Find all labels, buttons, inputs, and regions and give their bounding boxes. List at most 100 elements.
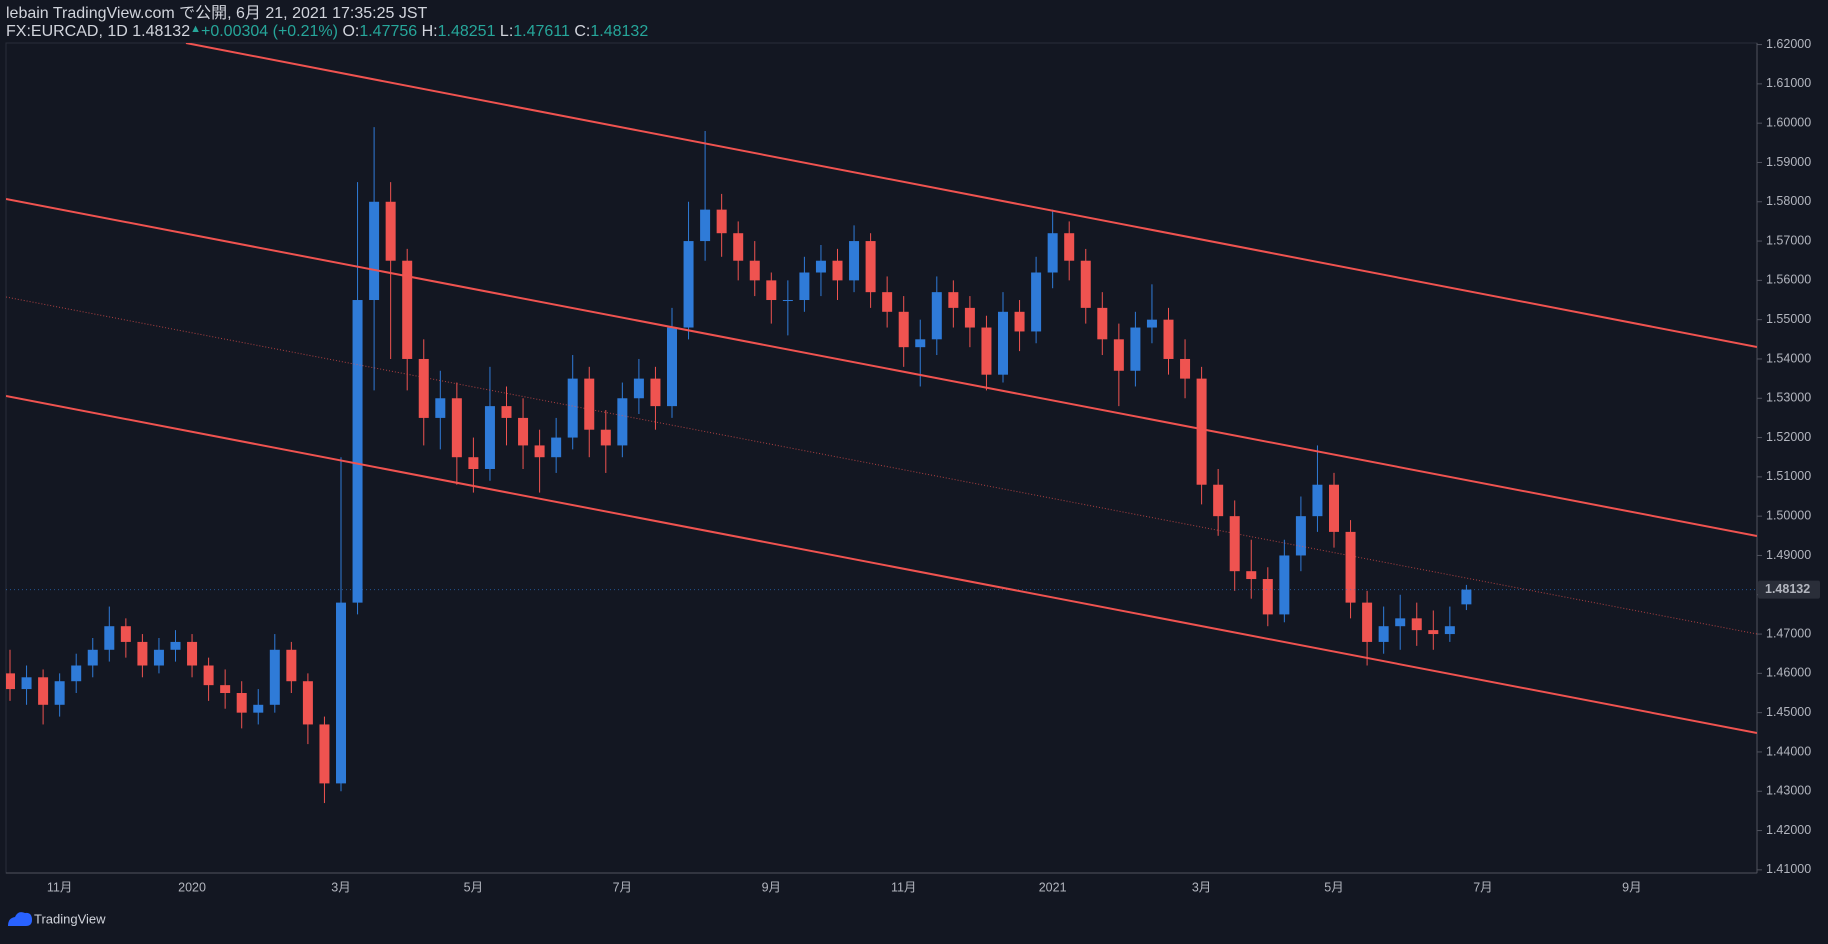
x-tick-label: 5月: [1324, 880, 1343, 894]
candle-body: [1196, 378, 1207, 485]
candle-body: [253, 704, 264, 713]
open-label: O:: [342, 23, 359, 40]
candle-body: [1146, 319, 1157, 328]
low-value: 1.47611: [513, 23, 570, 40]
candle-body: [534, 445, 545, 458]
y-tick-label: 1.57000: [1766, 233, 1811, 247]
candle-body: [1031, 272, 1042, 332]
x-tick-label: 3月: [1192, 880, 1211, 894]
x-tick-label: 7月: [1473, 880, 1492, 894]
candle-body: [716, 209, 727, 234]
candle-body: [667, 327, 677, 407]
y-tick-label: 1.46000: [1766, 666, 1811, 680]
candle-body: [600, 429, 611, 446]
last-price-label: 1.48132: [1765, 582, 1810, 596]
candle-body: [21, 677, 32, 690]
candle-body: [1428, 630, 1439, 635]
y-tick-label: 1.51000: [1766, 469, 1811, 483]
symbol: FX:EURCAD, 1D: [6, 23, 128, 40]
plot: [6, 127, 1757, 804]
y-tick-label: 1.56000: [1766, 273, 1811, 287]
y-tick-label: 1.50000: [1766, 508, 1811, 522]
candle-body: [1180, 358, 1191, 379]
channel-median: [6, 296, 1757, 635]
candle-body: [683, 241, 694, 328]
candle-body: [385, 201, 396, 261]
y-tick-label: 1.59000: [1766, 155, 1811, 169]
candle-body: [1229, 516, 1240, 572]
y-tick-label: 1.45000: [1766, 705, 1811, 719]
x-tick-label: 9月: [1622, 880, 1641, 894]
candle-body: [1312, 484, 1323, 517]
y-tick-label: 1.49000: [1766, 548, 1811, 562]
candle-body: [137, 641, 148, 666]
candle-body: [369, 201, 380, 301]
candle-body: [849, 241, 860, 281]
candle-body: [468, 457, 479, 470]
candle-body: [782, 300, 793, 302]
candle-body: [1262, 579, 1273, 615]
up-arrow: ▲: [190, 23, 201, 35]
channel-lower: [6, 395, 1757, 734]
candle-body: [865, 241, 876, 293]
brand: TradingView: [34, 911, 106, 926]
candle-body: [815, 260, 826, 273]
candle-body: [1411, 618, 1422, 631]
candle-body: [1329, 484, 1339, 532]
candle-body: [170, 641, 181, 650]
x-tick-label: 2021: [1039, 880, 1067, 894]
candle-body: [567, 378, 578, 438]
x-tick-label: 2020: [178, 880, 206, 894]
candle-body: [71, 665, 82, 682]
channel-middle: [6, 198, 1757, 537]
x-tick-label: 3月: [331, 880, 350, 894]
candle-body: [1378, 626, 1389, 642]
candle-body: [898, 311, 909, 348]
candle-body: [832, 260, 843, 281]
y-tick-label: 1.52000: [1766, 430, 1811, 444]
y-tick-label: 1.54000: [1766, 351, 1811, 365]
candle-body: [518, 417, 529, 446]
candle-body: [269, 649, 280, 705]
y-tick-label: 1.44000: [1766, 744, 1811, 758]
candle-body: [964, 307, 975, 328]
candle-body: [1444, 626, 1455, 635]
candle-body: [1130, 327, 1141, 371]
candle-body: [87, 649, 98, 666]
candle-body: [1279, 555, 1290, 615]
candle-body: [1345, 531, 1356, 603]
y-tick-label: 1.58000: [1766, 194, 1811, 208]
close-label: C:: [574, 23, 590, 40]
x-tick-label: 5月: [464, 880, 483, 894]
candle-body: [451, 398, 462, 458]
candle-body: [187, 641, 198, 666]
candle-body: [1163, 319, 1174, 359]
candle-body: [700, 209, 711, 242]
candle-body: [1097, 307, 1108, 340]
x-tick-label: 11月: [891, 880, 916, 894]
candle-body: [435, 398, 446, 418]
y-tick-label: 1.53000: [1766, 391, 1811, 405]
candle-body: [1080, 260, 1091, 308]
y-tick-label: 1.47000: [1766, 626, 1811, 640]
candle-body: [650, 378, 661, 407]
candle-body: [882, 292, 893, 312]
y-tick-label: 1.62000: [1766, 37, 1811, 51]
candle-body: [1113, 339, 1124, 371]
candle-body: [501, 406, 512, 418]
candle-body: [633, 378, 644, 399]
candle-body: [584, 378, 595, 430]
low-label: L:: [500, 23, 513, 40]
candle-body: [220, 685, 231, 694]
candle-body: [749, 260, 760, 281]
candle-body: [931, 292, 942, 340]
logo-cloud: [8, 912, 32, 926]
candle-body: [352, 300, 363, 603]
candle-body: [418, 358, 429, 418]
candle-body: [1014, 311, 1025, 332]
candle-body: [236, 693, 247, 713]
high-value: 1.48251: [438, 23, 496, 40]
candle-body: [38, 677, 49, 705]
candle-body: [1246, 571, 1257, 580]
